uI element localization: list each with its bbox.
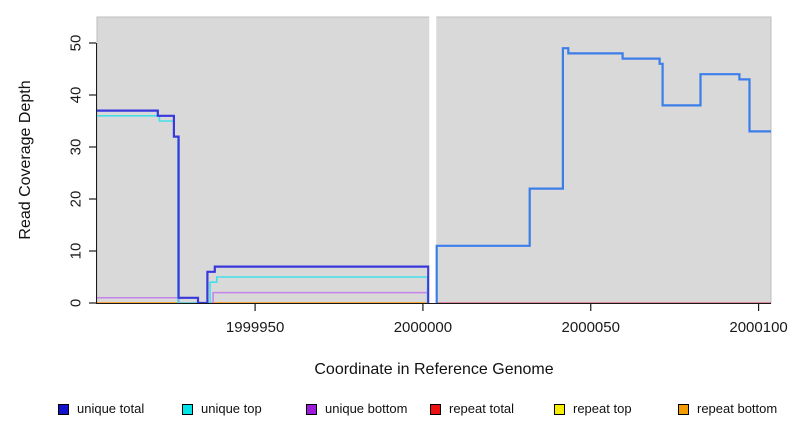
x-tick-label: 1999950	[226, 319, 284, 336]
y-tick-label: 30	[68, 139, 85, 156]
x-tick-label: 2000000	[394, 319, 452, 336]
x-axis-title: Coordinate in Reference Genome	[314, 361, 554, 378]
series-total-post-gap-	[435, 47, 771, 303]
y-tick-label: 40	[68, 87, 85, 104]
y-tick-label: 50	[68, 35, 85, 52]
coverage-gap-band	[429, 16, 437, 303]
y-tick-label: 0	[68, 299, 85, 307]
y-tick-label: 10	[68, 243, 85, 260]
series-unique-total	[97, 109, 430, 304]
x-tick-label: 2000100	[729, 319, 787, 336]
y-tick-label: 20	[68, 191, 85, 208]
x-tick-label: 2000050	[562, 319, 620, 336]
y-axis-title: Read Coverage Depth	[17, 80, 34, 240]
